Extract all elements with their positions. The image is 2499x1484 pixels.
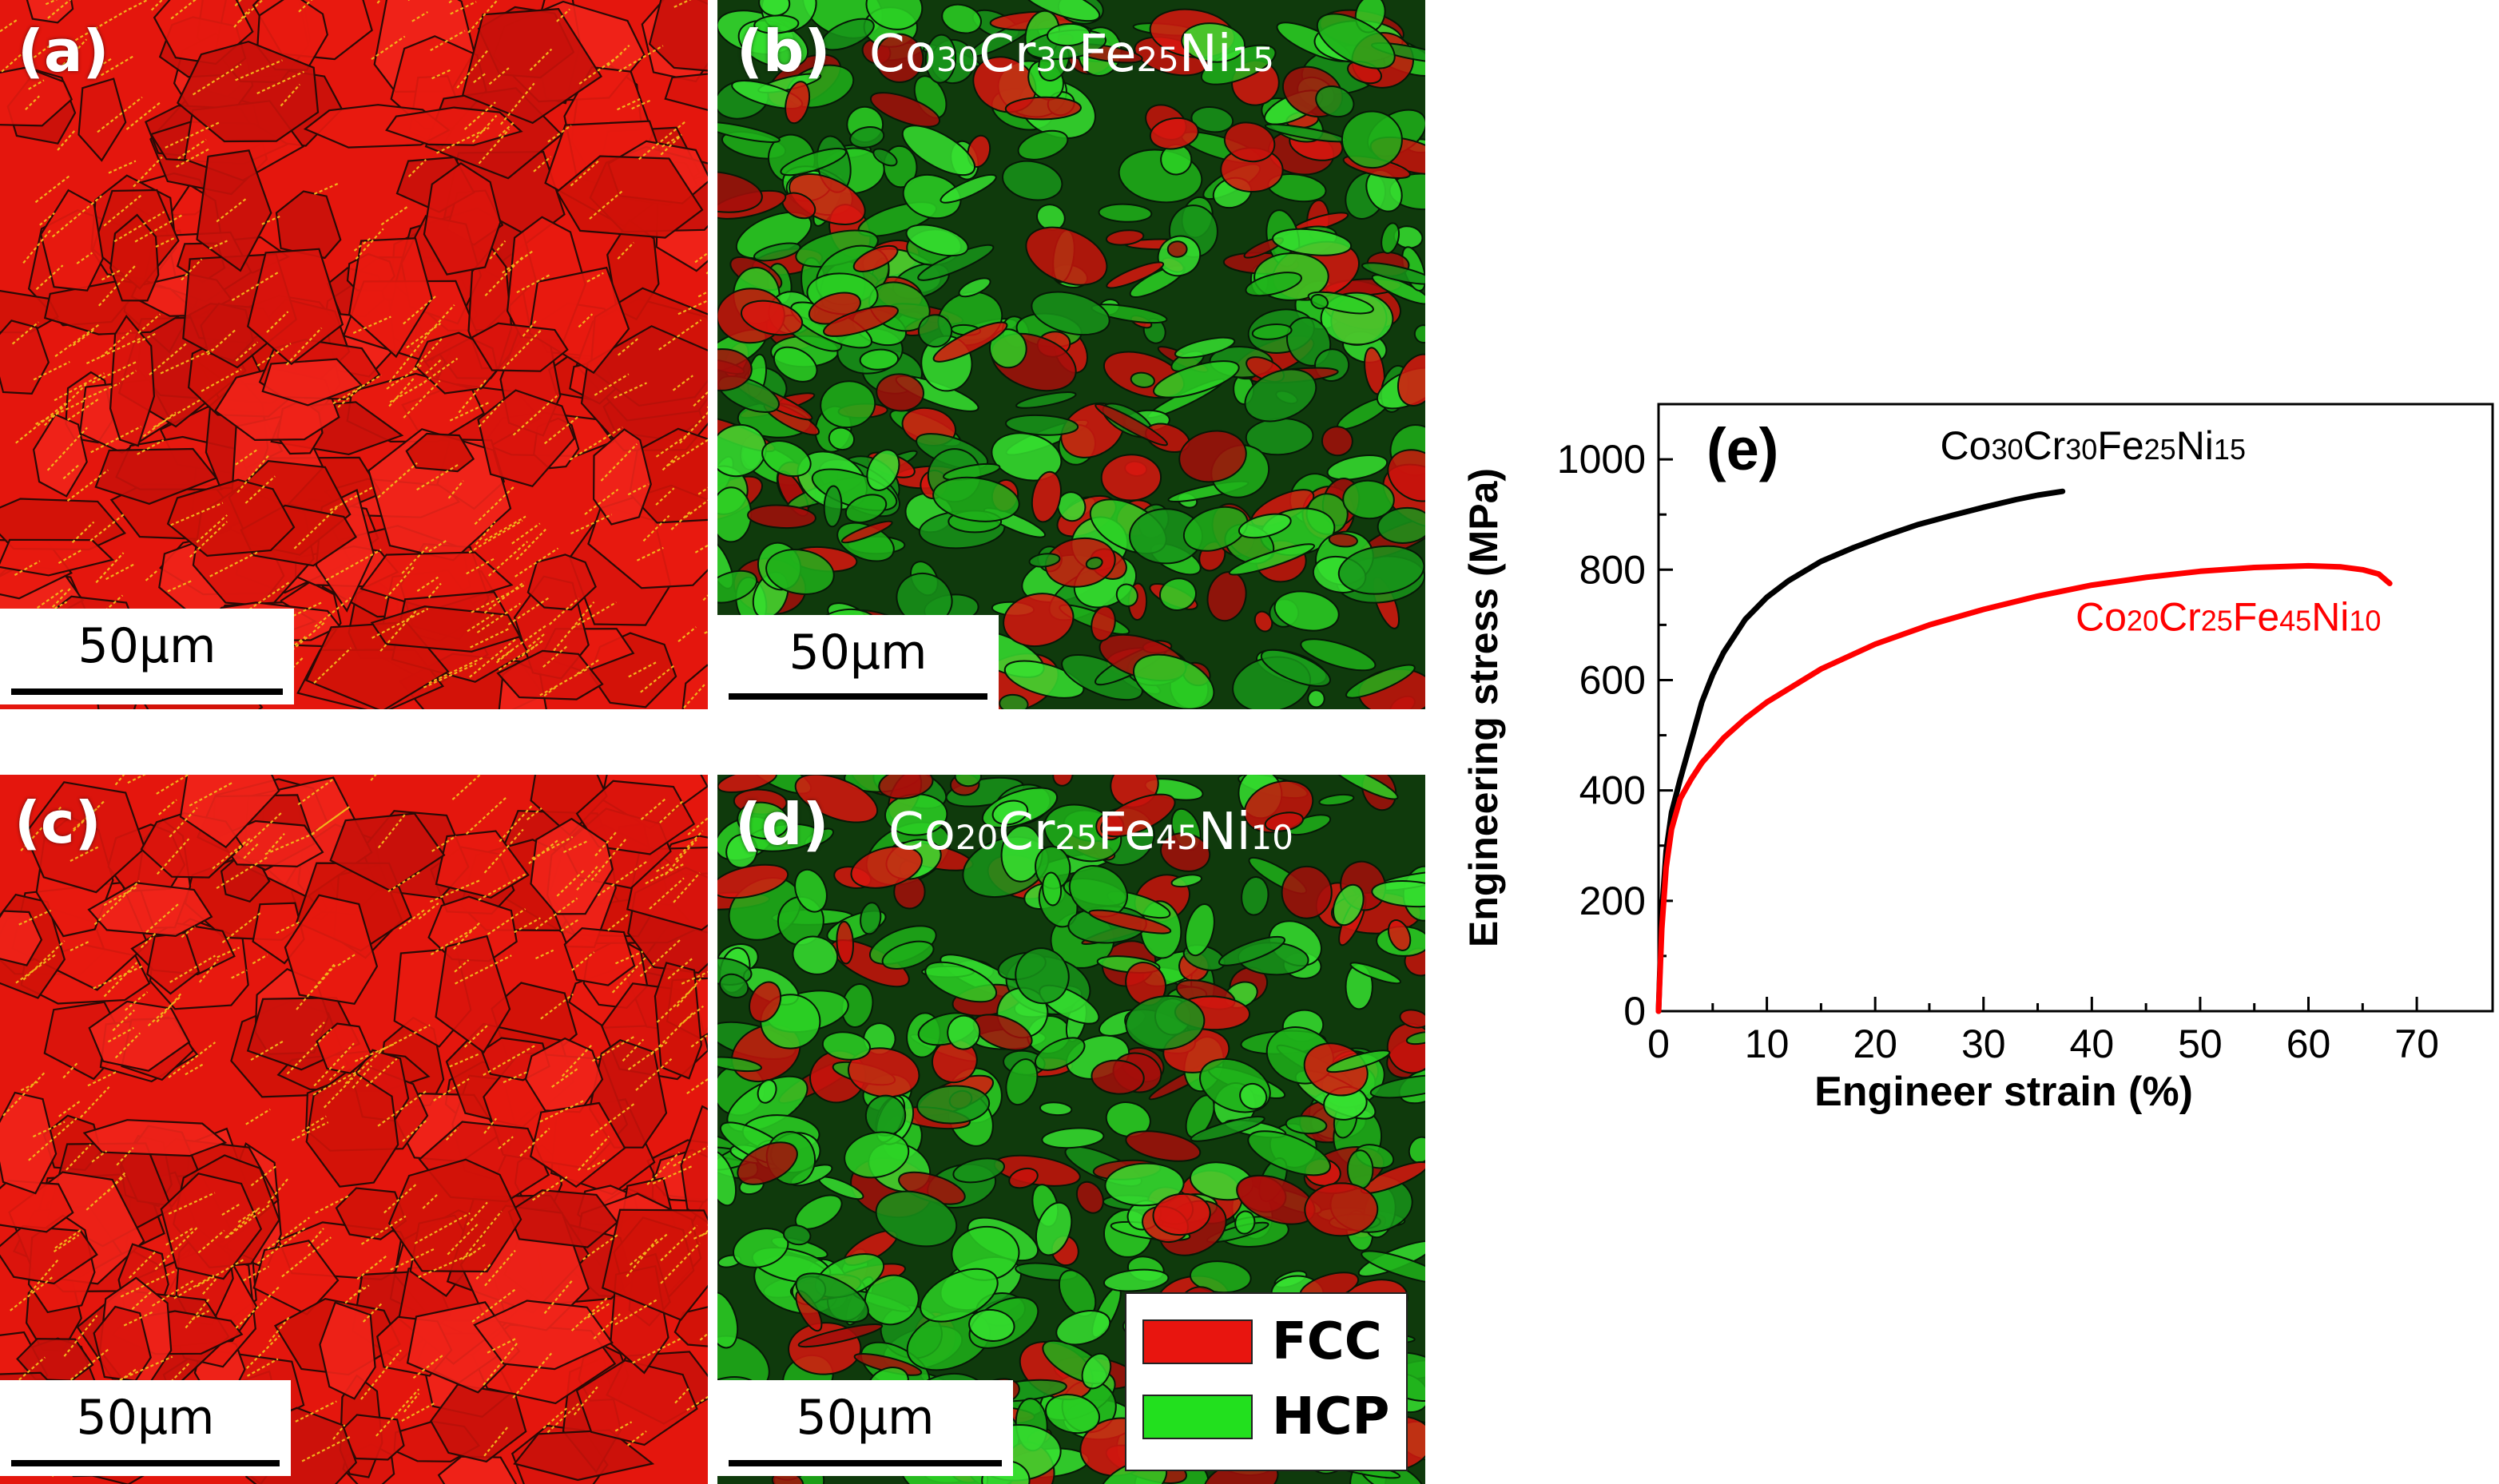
panel-c: (c) 50µm (0, 775, 708, 1484)
legend-item-hcp: HCP (1142, 1387, 1389, 1446)
legend-fcc-swatch (1142, 1319, 1253, 1364)
panel-d-el-4: Ni (1198, 803, 1251, 862)
panel-d-scale-bar: 50µm (717, 1380, 1013, 1476)
panel-d-el-1: Co (888, 803, 956, 862)
panel-b-scale-bar-text: 50µm (789, 625, 928, 680)
x-tick-label: 20 (1853, 1022, 1897, 1066)
legend-hcp-swatch (1142, 1395, 1253, 1439)
panel-a-label: (a) (18, 18, 109, 85)
panel-b-composition: Co30Cr30Fe25Ni15 (869, 29, 1274, 80)
series-line-2 (1655, 562, 2393, 1014)
panel-d-label: (d) (735, 791, 829, 858)
chart-plot-frame (1657, 403, 2494, 1013)
panel-d-sub-4: 10 (1250, 818, 1293, 857)
x-tick-label: 10 (1745, 1022, 1790, 1066)
panel-d-el-2: Cr (998, 803, 1055, 862)
y-tick-label: 0 (1623, 989, 1646, 1034)
panel-c-scale-bar-line (11, 1460, 280, 1466)
panel-c-label: (c) (14, 789, 101, 856)
panel-c-scale-bar: 50µm (0, 1380, 291, 1476)
x-tick-label: 50 (2178, 1022, 2223, 1066)
legend-hcp-label: HCP (1272, 1387, 1390, 1446)
panel-b-sub-1: 30 (936, 40, 979, 79)
panel-c-scale-bar-text: 50µm (76, 1390, 215, 1446)
phase-legend: FCC HCP (1125, 1292, 1408, 1471)
panel-d: (d) Co20Cr25Fe45Ni10 50µm FCC HCP (717, 775, 1425, 1484)
panel-b-el-1: Co (869, 25, 936, 84)
x-tick-label: 70 (2394, 1022, 2439, 1066)
panel-d-sub-2: 25 (1055, 818, 1098, 857)
panel-b-scale-bar-line (729, 693, 987, 700)
panel-e-label: (e) (1706, 416, 1778, 482)
panel-d-scale-bar-text: 50µm (796, 1390, 935, 1446)
panel-d-composition: Co20Cr25Fe45Ni10 (888, 807, 1293, 858)
panel-b-sub-2: 30 (1035, 40, 1079, 79)
x-tick-label: 0 (1647, 1022, 1670, 1066)
y-tick-label: 1000 (1557, 437, 1646, 482)
panel-a-scale-bar: 50µm (0, 609, 294, 704)
x-tick-label: 40 (2070, 1022, 2115, 1066)
panel-b: (b) Co30Cr30Fe25Ni15 50µm (717, 0, 1425, 709)
y-tick-label: 200 (1579, 879, 1646, 923)
panel-b-el-4: Ni (1178, 25, 1232, 84)
panel-b-scale-bar: 50µm (717, 615, 999, 709)
panel-c-ipf-map (0, 775, 708, 1484)
legend-fcc-label: FCC (1272, 1312, 1382, 1371)
panel-b-el-2: Cr (979, 25, 1036, 84)
x-axis-label: Engineer strain (%) (1814, 1069, 2193, 1115)
panel-b-label: (b) (737, 18, 831, 85)
y-axis-label: Engineering stress (MPa) (1462, 468, 1506, 947)
y-tick-label: 800 (1579, 547, 1646, 592)
stress-strain-chart: 0 10 20 30 40 50 60 70 0 200 400 600 800 1000 Engineer… (1462, 403, 2494, 1115)
legend-item-fcc: FCC (1142, 1312, 1382, 1371)
panel-b-el-3: Fe (1078, 25, 1137, 84)
y-tick-label: 400 (1579, 768, 1646, 813)
panel-a-ipf-map (0, 0, 708, 709)
panel-d-sub-3: 45 (1155, 818, 1198, 857)
x-tick-label: 60 (2286, 1022, 2331, 1066)
panel-d-scale-bar-line (729, 1460, 1002, 1466)
series-label-2: Co20Cr25Fe45Ni10 (2076, 594, 2381, 639)
panel-a-scale-bar-text: 50µm (77, 618, 217, 674)
panel-a: (a) 50µm (0, 0, 708, 709)
panel-b-phase-map (717, 0, 1425, 709)
panel-a-scale-bar-line (11, 688, 283, 695)
panel-d-sub-1: 20 (955, 818, 999, 857)
y-tick-label: 600 (1579, 657, 1646, 702)
x-tick-label: 30 (1961, 1022, 2006, 1066)
series-label-1: Co30Cr30Fe25Ni15 (1941, 423, 2246, 468)
panel-d-el-3: Fe (1097, 803, 1156, 862)
panel-b-sub-4: 15 (1231, 40, 1274, 79)
panel-b-sub-3: 25 (1136, 40, 1179, 79)
series-line-1 (1655, 488, 2066, 1014)
